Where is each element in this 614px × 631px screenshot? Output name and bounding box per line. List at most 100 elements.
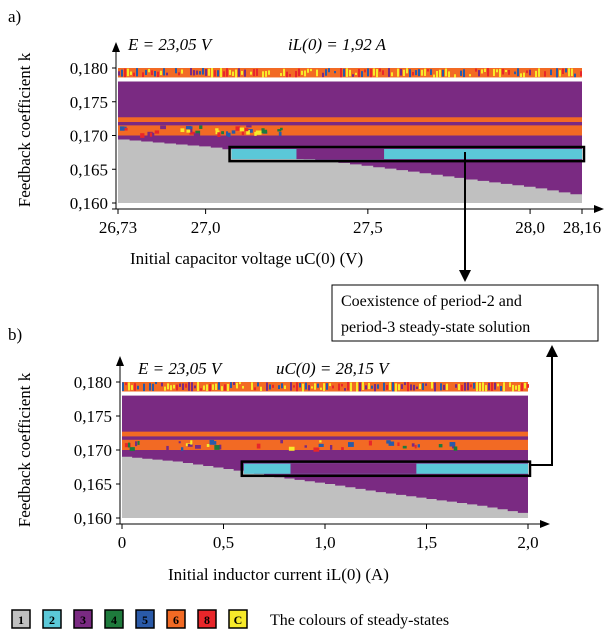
noise-speck <box>347 382 349 391</box>
noise-speck <box>434 382 436 392</box>
x-tick-label: 28,0 <box>515 218 545 237</box>
noise-speck <box>479 382 481 392</box>
noise-speck <box>370 68 372 78</box>
noise-speck <box>208 68 210 76</box>
noise-speck <box>211 68 213 78</box>
noise-speck <box>203 385 205 390</box>
plot-area-b <box>116 356 550 528</box>
noise-speck <box>172 69 174 75</box>
noise-speck <box>236 382 238 389</box>
noise-speck <box>275 386 277 390</box>
noise-speck <box>290 382 292 391</box>
noise-speck <box>301 70 303 75</box>
noise-speck <box>149 383 151 391</box>
noise-speck <box>143 383 145 392</box>
noise-speck <box>316 69 318 77</box>
noise-speck <box>398 384 400 391</box>
noise-speck <box>271 73 273 77</box>
noise-speck <box>440 383 442 391</box>
noise-speck <box>343 68 345 77</box>
noise-speck <box>232 71 234 76</box>
noise-speck <box>241 70 243 75</box>
noise-speck <box>307 68 309 73</box>
noise-speck <box>463 69 465 78</box>
noise-speck <box>274 72 276 75</box>
noise-speck <box>219 444 222 450</box>
noise-speck <box>199 125 203 129</box>
noise-speck <box>431 382 433 389</box>
noise-speck <box>302 383 304 392</box>
x-tick-label: 26,73 <box>99 218 137 237</box>
noise-speck <box>520 73 522 77</box>
state-region-1 <box>122 456 528 518</box>
noise-speck <box>245 383 247 392</box>
noise-speck <box>454 74 456 78</box>
noise-speck <box>313 69 315 75</box>
noise-speck <box>308 385 310 391</box>
noise-speck <box>188 382 190 391</box>
noise-speck <box>445 68 447 77</box>
coexistence-period-3 <box>290 463 417 474</box>
noise-speck <box>580 71 582 77</box>
noise-speck <box>499 68 501 77</box>
noise-speck <box>487 68 489 77</box>
noise-speck <box>338 383 340 391</box>
noise-speck <box>475 68 477 72</box>
noise-speck <box>404 382 406 386</box>
callout-arrow-b <box>530 352 553 466</box>
noise-speck <box>337 73 339 77</box>
noise-speck <box>128 382 130 391</box>
noise-speck <box>527 384 529 388</box>
noise-speck <box>194 385 196 389</box>
noise-speck <box>415 70 417 76</box>
noise-speck <box>221 386 223 391</box>
noise-speck <box>268 70 270 75</box>
noise-speck <box>223 71 225 77</box>
legend: 1 2 3 4 5 6 8 C <box>11 609 248 629</box>
noise-speck <box>470 384 472 388</box>
y-axis-label-a: Feedback coefficient k <box>15 52 34 207</box>
noise-speck <box>377 384 379 389</box>
noise-speck <box>253 69 255 77</box>
noise-speck <box>325 69 327 76</box>
noise-speck <box>226 68 228 77</box>
noise-speck <box>251 382 253 390</box>
noise-speck <box>256 68 258 76</box>
noise-speck <box>254 131 257 136</box>
noise-speck <box>505 69 507 73</box>
noise-speck <box>391 72 393 77</box>
noise-speck <box>524 382 526 389</box>
callout-arrowhead-b <box>546 345 558 357</box>
noise-speck <box>196 70 198 75</box>
x-tick-label: 0 <box>118 533 127 552</box>
y-axis-arrow <box>112 42 120 52</box>
noise-speck <box>541 71 543 75</box>
legend-swatch-5 <box>135 609 155 629</box>
noise-speck <box>227 383 229 391</box>
noise-speck <box>371 385 373 389</box>
noise-speck <box>158 382 160 388</box>
noise-speck <box>186 129 191 133</box>
noise-speck <box>235 69 237 78</box>
noise-speck <box>322 72 324 78</box>
noise-speck <box>217 70 219 77</box>
noise-speck <box>448 71 450 78</box>
noise-speck <box>227 132 231 138</box>
coexistence-period-2 <box>231 149 582 160</box>
noise-speck <box>397 68 399 77</box>
noise-speck <box>427 69 429 72</box>
noise-speck <box>247 129 253 133</box>
noise-speck <box>242 385 244 389</box>
state-band-6 <box>118 125 582 136</box>
legend-label-4: 4 <box>111 613 117 627</box>
noise-speck <box>323 383 325 391</box>
noise-speck <box>484 68 486 72</box>
coexistence-period-3 <box>296 149 385 160</box>
noise-speck <box>244 69 246 77</box>
noise-speck <box>202 68 204 75</box>
noise-speck <box>197 382 199 391</box>
callout-arrowhead-a <box>459 270 471 282</box>
noise-speck <box>368 382 370 390</box>
noise-speck <box>481 69 483 74</box>
noise-speck <box>209 439 215 445</box>
